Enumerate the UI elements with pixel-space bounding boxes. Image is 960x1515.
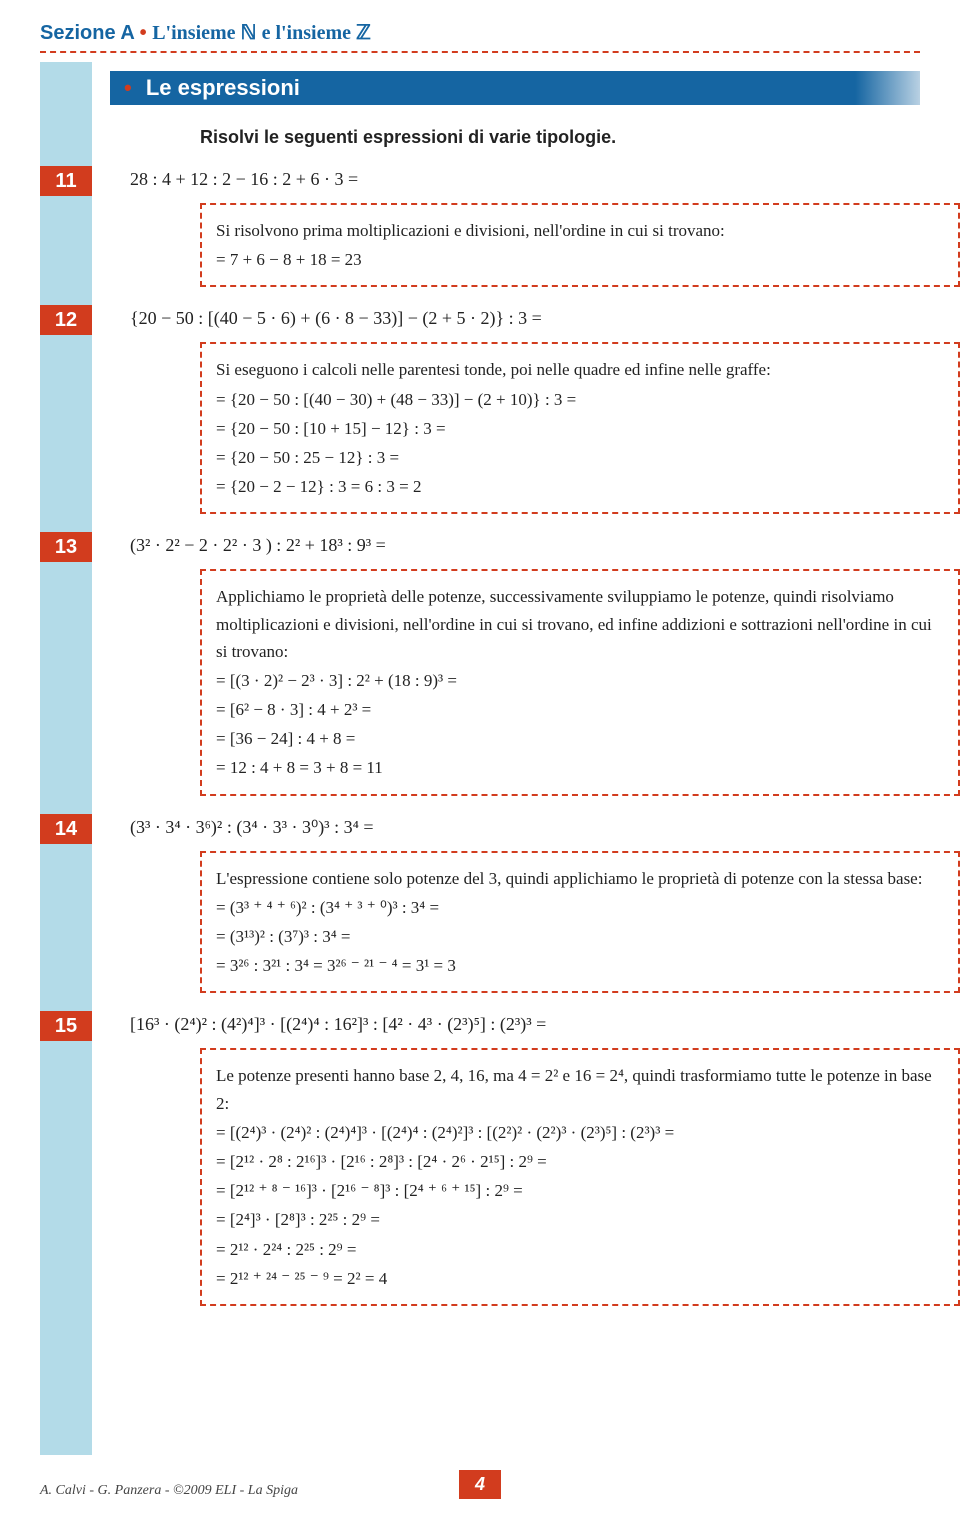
exercise-expression: (3³ · 3⁴ · 3⁶)² : (3⁴ · 3³ · 3⁰)³ : 3⁴ = [130, 814, 920, 841]
footer: A. Calvi - G. Panzera - ©2009 ELI - La S… [40, 1483, 920, 1499]
section-label: Sezione A [40, 22, 134, 44]
solution-line: = [(3 · 2)² − 2³ · 3] : 2² + (18 : 9)³ = [216, 667, 944, 694]
solution-line: = [2¹² ⁺ ⁸ ⁻ ¹⁶]³ · [2¹⁶ ⁻ ⁸]³ : [2⁴ ⁺ ⁶… [216, 1177, 944, 1204]
exercise-15: 15 [16³ · (2⁴)² : (4²)⁴]³ · [(2⁴)⁴ : 16²… [110, 1011, 920, 1306]
page: Sezione A • L'insieme ℕ e l'insieme ℤ • … [0, 0, 960, 1515]
solution-paragraph: Si risolvono prima moltiplicazioni e div… [216, 217, 944, 244]
solution-line: = 12 : 4 + 8 = 3 + 8 = 11 [216, 754, 944, 781]
solution-line: = {20 − 50 : 25 − 12} : 3 = [216, 444, 944, 471]
solution-line: = {20 − 50 : [(40 − 30) + (48 − 33)] − (… [216, 386, 944, 413]
solution-line: = [(2⁴)³ · (2⁴)² : (2⁴)⁴]³ · [(2⁴)⁴ : (2… [216, 1119, 944, 1146]
solution-line: = 2¹² · 2²⁴ : 2²⁵ : 2⁹ = [216, 1236, 944, 1263]
exercise-12: 12 {20 − 50 : [(40 − 5 · 6) + (6 · 8 − 3… [110, 305, 920, 514]
header-rule [40, 51, 920, 53]
solution-paragraph: Le potenze presenti hanno base 2, 4, 16,… [216, 1062, 944, 1116]
exercise-13: 13 (3² · 2² − 2 · 2² · 3 ) : 2² + 18³ : … [110, 532, 920, 795]
exercise-expression: (3² · 2² − 2 · 2² · 3 ) : 2² + 18³ : 9³ … [130, 532, 920, 559]
solution-line: = 7 + 6 − 8 + 18 = 23 [216, 246, 944, 273]
header-bullet-icon: • [140, 22, 153, 44]
solution-box: Applichiamo le proprietà delle potenze, … [200, 569, 960, 795]
solution-line: = 2¹² ⁺ ²⁴ ⁻ ²⁵ ⁻ ⁹ = 2² = 4 [216, 1265, 944, 1292]
exercise-11: 11 28 : 4 + 12 : 2 − 16 : 2 + 6 · 3 = Si… [110, 166, 920, 287]
solution-line: = 3²⁶ : 3²¹ : 3⁴ = 3²⁶ ⁻ ²¹ ⁻ ⁴ = 3¹ = 3 [216, 952, 944, 979]
solution-line: = [6² − 8 · 3] : 4 + 2³ = [216, 696, 944, 723]
page-number: 4 [459, 1470, 501, 1499]
solution-box: Si risolvono prima moltiplicazioni e div… [200, 203, 960, 287]
exercise-number-badge: 13 [40, 532, 92, 562]
solution-paragraph: Applichiamo le proprietà delle potenze, … [216, 583, 944, 665]
solution-line: = [36 − 24] : 4 + 8 = [216, 725, 944, 752]
topic-band: • Le espressioni [110, 71, 920, 105]
content-area: • Le espressioni Risolvi le seguenti esp… [110, 71, 920, 1306]
footer-credit: A. Calvi - G. Panzera - ©2009 ELI - La S… [40, 1483, 298, 1498]
left-stripe [40, 62, 92, 1455]
band-title: Le espressioni [146, 75, 300, 100]
solution-box: Si eseguono i calcoli nelle parentesi to… [200, 342, 960, 514]
intro-text: Risolvi le seguenti espressioni di varie… [200, 127, 920, 148]
exercise-number-badge: 14 [40, 814, 92, 844]
section-title: L'insieme ℕ e l'insieme ℤ [152, 22, 371, 44]
exercise-14: 14 (3³ · 3⁴ · 3⁶)² : (3⁴ · 3³ · 3⁰)³ : 3… [110, 814, 920, 994]
solution-line: = (3³ ⁺ ⁴ ⁺ ⁶)² : (3⁴ ⁺ ³ ⁺ ⁰)³ : 3⁴ = [216, 894, 944, 921]
solution-line: = [2¹² · 2⁸ : 2¹⁶]³ · [2¹⁶ : 2⁸]³ : [2⁴ … [216, 1148, 944, 1175]
exercise-expression: 28 : 4 + 12 : 2 − 16 : 2 + 6 · 3 = [130, 166, 920, 193]
solution-line: = {20 − 50 : [10 + 15] − 12} : 3 = [216, 415, 944, 442]
solution-box: L'espressione contiene solo potenze del … [200, 851, 960, 994]
solution-line: = {20 − 2 − 12} : 3 = 6 : 3 = 2 [216, 473, 944, 500]
section-header: Sezione A • L'insieme ℕ e l'insieme ℤ [40, 20, 920, 45]
exercise-number-badge: 15 [40, 1011, 92, 1041]
exercise-number-badge: 11 [40, 166, 92, 196]
solution-line: = [2⁴]³ · [2⁸]³ : 2²⁵ : 2⁹ = [216, 1206, 944, 1233]
exercise-expression: [16³ · (2⁴)² : (4²)⁴]³ · [(2⁴)⁴ : 16²]³ … [130, 1011, 920, 1038]
solution-line: = (3¹³)² : (3⁷)³ : 3⁴ = [216, 923, 944, 950]
exercise-expression: {20 − 50 : [(40 − 5 · 6) + (6 · 8 − 33)]… [130, 305, 920, 332]
solution-paragraph: Si eseguono i calcoli nelle parentesi to… [216, 356, 944, 383]
solution-paragraph: L'espressione contiene solo potenze del … [216, 865, 944, 892]
band-bullet-icon: • [124, 75, 132, 100]
exercise-number-badge: 12 [40, 305, 92, 335]
solution-box: Le potenze presenti hanno base 2, 4, 16,… [200, 1048, 960, 1306]
